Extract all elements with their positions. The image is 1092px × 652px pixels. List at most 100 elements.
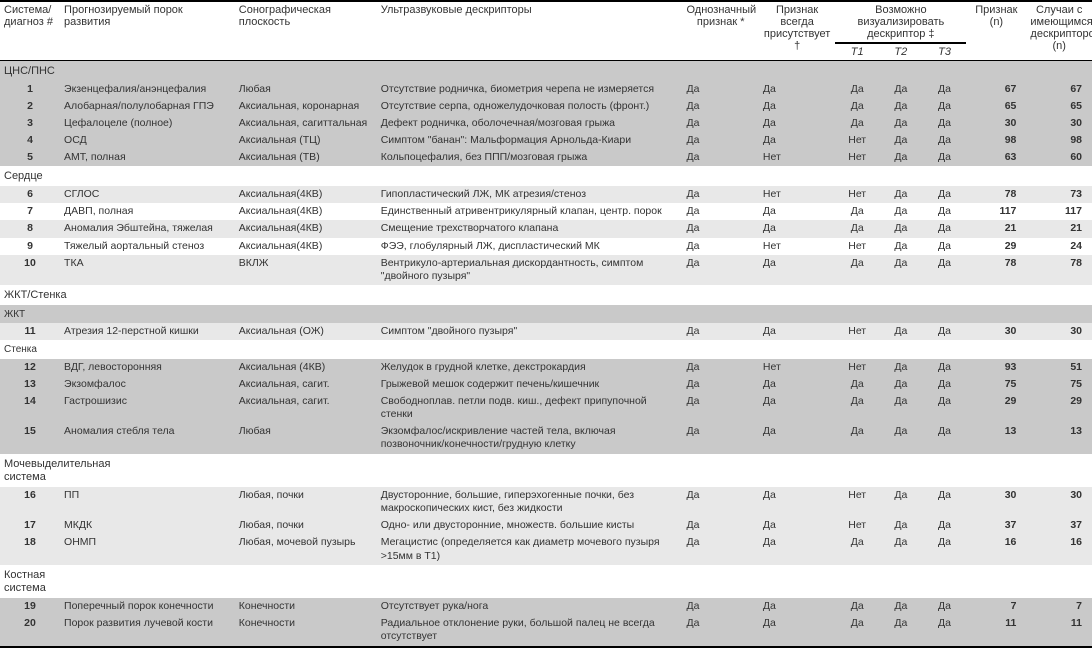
row-number: 13 <box>0 376 60 393</box>
unique-sign: Да <box>682 517 758 534</box>
t2: Да <box>879 487 923 517</box>
table-row: ЖКТ/Стенка <box>0 285 1092 305</box>
descriptor: Экзомфалос/искривление частей тела, вклю… <box>377 423 683 453</box>
table-row: 9Тяжелый аортальный стенозАксиальная(4КВ… <box>0 238 1092 255</box>
unique-sign: Да <box>682 220 758 237</box>
t3: Да <box>923 255 967 285</box>
t1: Да <box>835 115 879 132</box>
always-present: Да <box>759 393 835 423</box>
descriptor: Симптом "двойного пузыря" <box>377 323 683 340</box>
defect-name: ОСД <box>60 132 235 149</box>
row-number: 6 <box>0 186 60 203</box>
plane: Аксиальная, сагит. <box>235 393 377 423</box>
t2: Да <box>879 203 923 220</box>
plane: Конечности <box>235 598 377 615</box>
t3: Да <box>923 376 967 393</box>
t2: Да <box>879 238 923 255</box>
always-present: Да <box>759 615 835 646</box>
table-row: 7ДАВП, полнаяАксиальная(4КВ)Единственный… <box>0 203 1092 220</box>
t3: Да <box>923 359 967 376</box>
subsection-label: Стенка <box>0 340 1092 359</box>
unique-sign: Да <box>682 203 758 220</box>
table-row: 11Атрезия 12-перстной кишкиАксиальная (О… <box>0 323 1092 340</box>
table-body: ЦНС/ПНС1Экзенцефалия/анэнцефалияЛюбаяОтс… <box>0 61 1092 647</box>
plane: Аксиальная (ТЦ) <box>235 132 377 149</box>
defect-name: Алобарная/полулобарная ГПЭ <box>60 98 235 115</box>
row-number: 15 <box>0 423 60 453</box>
sign-count: 21 <box>966 220 1026 237</box>
section-label: ЦНС/ПНС <box>0 61 1092 81</box>
cases-count: 75 <box>1026 376 1092 393</box>
unique-sign: Да <box>682 534 758 564</box>
defect-name: АМТ, полная <box>60 149 235 166</box>
t2: Да <box>879 149 923 166</box>
t2: Да <box>879 517 923 534</box>
col-descriptors: Ультразвуковые дескрипторы <box>377 1 683 61</box>
defect-name: ДАВП, полная <box>60 203 235 220</box>
sign-count: 78 <box>966 186 1026 203</box>
t1: Да <box>835 423 879 453</box>
t1: Нет <box>835 186 879 203</box>
t2: Да <box>879 186 923 203</box>
sign-count: 65 <box>966 98 1026 115</box>
always-present: Нет <box>759 186 835 203</box>
col-t3: T3 <box>923 43 967 61</box>
descriptor: Единственный атривентрикулярный клапан, … <box>377 203 683 220</box>
sign-count: 11 <box>966 615 1026 646</box>
plane: Любая, почки <box>235 487 377 517</box>
row-number: 2 <box>0 98 60 115</box>
row-number: 20 <box>0 615 60 646</box>
t2: Да <box>879 423 923 453</box>
t3: Да <box>923 393 967 423</box>
always-present: Да <box>759 203 835 220</box>
table-row: 3Цефалоцеле (полное)Аксиальная, сагиттал… <box>0 115 1092 132</box>
row-number: 10 <box>0 255 60 285</box>
col-sign-n: Признак(n) <box>966 1 1026 61</box>
t2: Да <box>879 534 923 564</box>
defect-name: Экзомфалос <box>60 376 235 393</box>
defect-name: Аномалия Эбштейна, тяжелая <box>60 220 235 237</box>
unique-sign: Да <box>682 393 758 423</box>
table-row: 12ВДГ, левосторонняяАксиальная (4КВ)Желу… <box>0 359 1092 376</box>
t1: Нет <box>835 132 879 149</box>
unique-sign: Да <box>682 186 758 203</box>
t3: Да <box>923 149 967 166</box>
plane: Аксиальная, сагит. <box>235 376 377 393</box>
row-number: 12 <box>0 359 60 376</box>
plane: Любая, мочевой пузырь <box>235 534 377 564</box>
table-row: 18ОНМПЛюбая, мочевой пузырьМегацистис (о… <box>0 534 1092 564</box>
t1: Да <box>835 81 879 98</box>
t3: Да <box>923 238 967 255</box>
table-row: 15Аномалия стебля телаЛюбаяЭкзомфалос/ис… <box>0 423 1092 453</box>
unique-sign: Да <box>682 238 758 255</box>
unique-sign: Да <box>682 359 758 376</box>
plane: Любая, почки <box>235 517 377 534</box>
unique-sign: Да <box>682 376 758 393</box>
cases-count: 29 <box>1026 393 1092 423</box>
plane: Конечности <box>235 615 377 646</box>
t2: Да <box>879 323 923 340</box>
t1: Да <box>835 255 879 285</box>
always-present: Да <box>759 132 835 149</box>
sign-count: 75 <box>966 376 1026 393</box>
t1: Нет <box>835 238 879 255</box>
sign-count: 30 <box>966 487 1026 517</box>
cases-count: 67 <box>1026 81 1092 98</box>
descriptor: Гипопластический ЛЖ, МК атрезия/стеноз <box>377 186 683 203</box>
t2: Да <box>879 115 923 132</box>
t3: Да <box>923 517 967 534</box>
always-present: Нет <box>759 149 835 166</box>
sign-count: 37 <box>966 517 1026 534</box>
defect-name: Тяжелый аортальный стеноз <box>60 238 235 255</box>
cases-count: 13 <box>1026 423 1092 453</box>
cases-count: 65 <box>1026 98 1092 115</box>
table-row: 5АМТ, полнаяАксиальная (ТВ)Кольпоцефалия… <box>0 149 1092 166</box>
t1: Нет <box>835 487 879 517</box>
table-row: Костнаясистема <box>0 565 1092 599</box>
t3: Да <box>923 186 967 203</box>
descriptor: Отсутствует рука/нога <box>377 598 683 615</box>
row-number: 16 <box>0 487 60 517</box>
t1: Да <box>835 598 879 615</box>
table-row: 16ППЛюбая, почкиДвусторонние, большие, г… <box>0 487 1092 517</box>
descriptor: Дефект родничка, оболочечная/мозговая гр… <box>377 115 683 132</box>
